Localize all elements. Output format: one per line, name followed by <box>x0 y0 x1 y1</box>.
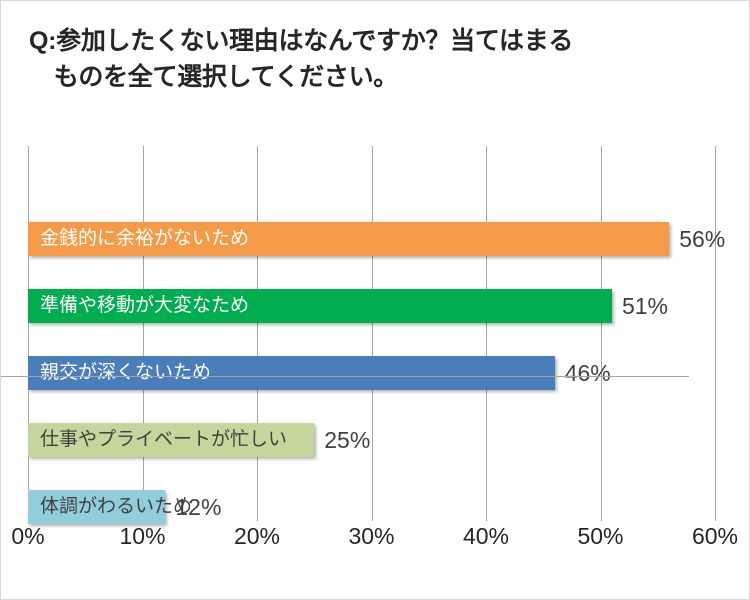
gridline-60% <box>715 146 716 521</box>
bar-row: 親交が深くないため 46% <box>28 356 715 390</box>
bar-row: 金銭的に余裕がないため 56% <box>28 222 725 256</box>
x-tick-30%: 30% <box>348 523 395 549</box>
gridline-30% <box>371 146 373 521</box>
bar-3[interactable] <box>28 356 555 390</box>
gridline-40% <box>486 146 487 521</box>
x-tick-50%: 50% <box>577 523 624 549</box>
x-tick-10%: 10% <box>119 523 166 549</box>
x-axis-tick-labels: 0% 10% 20% 30% 40% 50% 60% <box>1 523 750 557</box>
plot-area: 金銭的に余裕がないため 56% 準備や移動が大変なため 51% 親交が深くないため 46%… <box>28 146 725 524</box>
bar-row: 仕事やプライベートが忙しい 25% <box>28 423 715 457</box>
bar-1[interactable] <box>28 222 670 256</box>
bar-value-label: 25% <box>324 427 371 453</box>
x-tick-0%: 0% <box>11 523 45 549</box>
bar-value-label: 56% <box>679 226 726 252</box>
x-tick-60%: 60% <box>691 523 739 549</box>
x-axis-line <box>1 376 689 377</box>
bar-value-label: 12% <box>175 494 222 520</box>
bar-4[interactable] <box>28 423 315 457</box>
bar-value-label: 46% <box>564 360 611 386</box>
x-tick-40%: 40% <box>462 523 510 549</box>
bar-row: 準備や移動が大変なため 51% <box>28 289 715 323</box>
gridline-50% <box>600 146 602 521</box>
gridline-20% <box>257 146 258 521</box>
gridline-10% <box>142 146 144 521</box>
gridline-0% <box>28 146 29 521</box>
bar-2[interactable] <box>28 289 612 323</box>
chart-title: Q:参加したくない理由はなんですか？当てはまる ものを全て選択してください。 <box>29 27 574 92</box>
bar-5[interactable] <box>28 490 166 524</box>
bar-row: 体調がわるいため 12% <box>28 490 715 524</box>
bar-value-label: 51% <box>621 293 668 319</box>
x-tick-20%: 20% <box>233 523 281 549</box>
